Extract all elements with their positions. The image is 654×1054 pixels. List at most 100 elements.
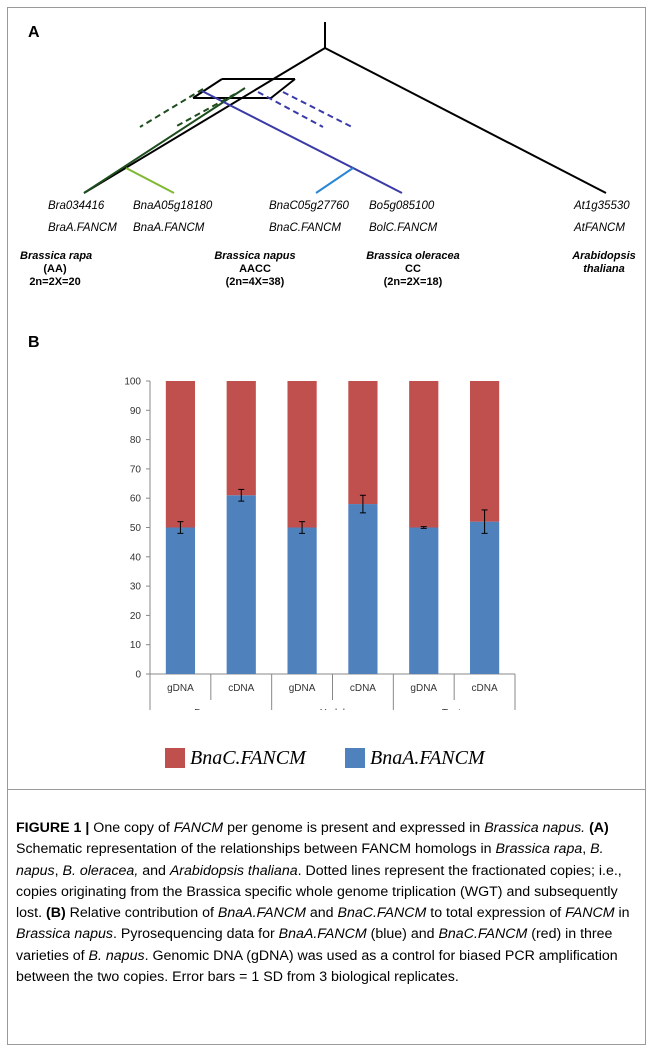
- caption-divider: [7, 789, 646, 790]
- tip-gene-at: At1g35530: [574, 200, 630, 212]
- caption-text: . Genomic DNA (gDNA) was used as a contr…: [16, 947, 618, 986]
- bar-bnac: [165, 381, 196, 528]
- tip-name-bnaa: BnaA.FANCM: [133, 222, 205, 234]
- tree-branch-bnaa: [125, 167, 175, 194]
- caption-italic: B. oleracea,: [62, 862, 139, 879]
- y-tick-label: 0: [135, 670, 141, 681]
- tree-branch-c-genome: [201, 90, 403, 194]
- x-category-label: cDNA: [350, 683, 376, 694]
- tree-wgt-right: [270, 78, 296, 99]
- species-napus: Brassica napus AACC (2n=4X=38): [200, 250, 310, 289]
- panel-b-label: B: [28, 334, 40, 351]
- figure-frame: [7, 7, 646, 1045]
- y-tick-label: 70: [130, 464, 142, 475]
- species-rapa-name: Brassica rapa: [20, 250, 93, 262]
- x-group-label: Tanto: [442, 708, 467, 710]
- caption-text: ,: [582, 841, 591, 858]
- tree-fractionated-c1: [257, 91, 324, 128]
- caption-text: One copy of: [89, 820, 174, 836]
- caption-italic: BnaC.FANCM: [337, 905, 427, 922]
- species-oleracea: Brassica oleracea CC (2n=2X=18): [358, 250, 468, 289]
- x-group-label: Yudal: [320, 708, 345, 710]
- caption-text: . Pyrosequencing data for: [113, 926, 279, 943]
- caption-italic: Brassica napus: [16, 926, 113, 943]
- caption-text: in: [614, 905, 630, 922]
- species-oleracea-ploidy: (2n=2X=18): [383, 276, 443, 288]
- x-category-label: cDNA: [472, 683, 498, 694]
- caption-italic: BnaA.FANCM: [217, 905, 306, 922]
- y-tick-label: 80: [130, 435, 142, 446]
- caption-italic: B. napus: [88, 947, 145, 964]
- y-tick-label: 90: [130, 406, 142, 417]
- caption-italic: BnaC.FANCM: [438, 926, 528, 943]
- legend-swatch-bnac: [165, 748, 185, 768]
- y-tick-label: 20: [130, 611, 142, 622]
- tip-gene-bo: Bo5g085100: [369, 200, 435, 212]
- y-tick-label: 10: [130, 640, 142, 651]
- caption-italic: B. napus: [16, 841, 604, 879]
- caption-text: (blue) and: [366, 926, 439, 943]
- legend-label-bnaa: BnaA.FANCM: [370, 747, 485, 769]
- x-category-label: gDNA: [410, 683, 437, 694]
- tree-fractionated-c2: [282, 91, 353, 128]
- caption-fig-label: FIGURE 1 |: [16, 820, 90, 836]
- y-tick-label: 30: [130, 582, 142, 593]
- x-category-label: cDNA: [228, 683, 254, 694]
- y-tick-label: 60: [130, 494, 142, 505]
- bar-bnaa: [409, 527, 439, 674]
- caption-text: (red) in three varieties of: [16, 926, 613, 964]
- x-category-label: gDNA: [167, 683, 194, 694]
- tree-fractionated-a2: [174, 93, 236, 128]
- species-oleracea-genome: CC: [405, 263, 421, 275]
- species-napus-name: Brassica napus: [214, 250, 296, 262]
- bar-bnaa: [287, 527, 317, 674]
- bar-bnac: [348, 381, 378, 505]
- tree-branch-bnac: [315, 167, 354, 194]
- bar-bnac: [409, 381, 439, 528]
- figure-caption: FIGURE 1 | One copy of FANCM per genome …: [16, 818, 638, 988]
- caption-text: to total expression of: [426, 905, 566, 922]
- bar-bnaa: [165, 527, 196, 674]
- caption-italic: Arabidopsis thaliana: [169, 862, 298, 879]
- tip-gene-bnaa: BnaA05g18180: [133, 200, 213, 212]
- species-arabidopsis: Arabidopsis thaliana: [564, 250, 644, 276]
- tree-branch-brassica: [83, 47, 326, 194]
- y-tick-label: 100: [124, 377, 141, 388]
- tip-gene-bnac: BnaC05g27760: [269, 200, 349, 212]
- x-category-label: gDNA: [289, 683, 316, 694]
- y-tick-label: 40: [130, 552, 142, 563]
- caption-italic: Brassica rapa: [495, 841, 583, 858]
- caption-text: Relative contribution of: [65, 905, 218, 922]
- caption-italic: FANCM: [173, 820, 224, 836]
- tip-name-bra: BraA.FANCM: [48, 222, 117, 234]
- species-rapa-ploidy: 2n=2X=20: [29, 276, 81, 288]
- caption-italic: FANCM: [565, 905, 615, 922]
- species-oleracea-name: Brassica oleracea: [366, 250, 460, 262]
- species-arabidopsis-name: Arabidopsis: [572, 250, 636, 262]
- caption-text: Schematic representation of the relation…: [16, 841, 496, 858]
- species-napus-ploidy: (2n=4X=38): [225, 276, 285, 288]
- x-group-label: Darmor: [194, 708, 228, 710]
- tree-branch-a-genome: [83, 87, 246, 194]
- bar-bnac: [226, 381, 256, 496]
- caption-text: ,: [54, 862, 63, 879]
- caption-panel-b-ref: (B): [45, 905, 66, 922]
- species-rapa-genome: (AA): [43, 263, 67, 275]
- legend-swatch-bnaa: [345, 748, 365, 768]
- caption-text: . Dotted lines represent the fractionate…: [16, 862, 622, 922]
- tip-name-bo: BolC.FANCM: [369, 222, 438, 234]
- tree-fractionated-a1: [139, 88, 204, 128]
- species-napus-genome: AACC: [239, 263, 271, 275]
- panel-a-label: A: [28, 24, 40, 41]
- species-rapa: Brassica rapa (AA) 2n=2X=20: [20, 250, 93, 289]
- bar-bnaa: [348, 504, 378, 674]
- bar-bnac: [287, 381, 317, 528]
- y-tick-label: 50: [130, 523, 142, 534]
- bar-bnaa: [469, 521, 500, 674]
- tip-gene-bra: Bra034416: [48, 200, 105, 212]
- tree-wgt-left: [192, 78, 223, 99]
- tip-name-at: AtFANCM: [574, 222, 625, 234]
- caption-text: per genome is present and expressed in: [223, 820, 485, 836]
- bar-bnac: [469, 381, 500, 522]
- bar-bnaa: [226, 495, 256, 674]
